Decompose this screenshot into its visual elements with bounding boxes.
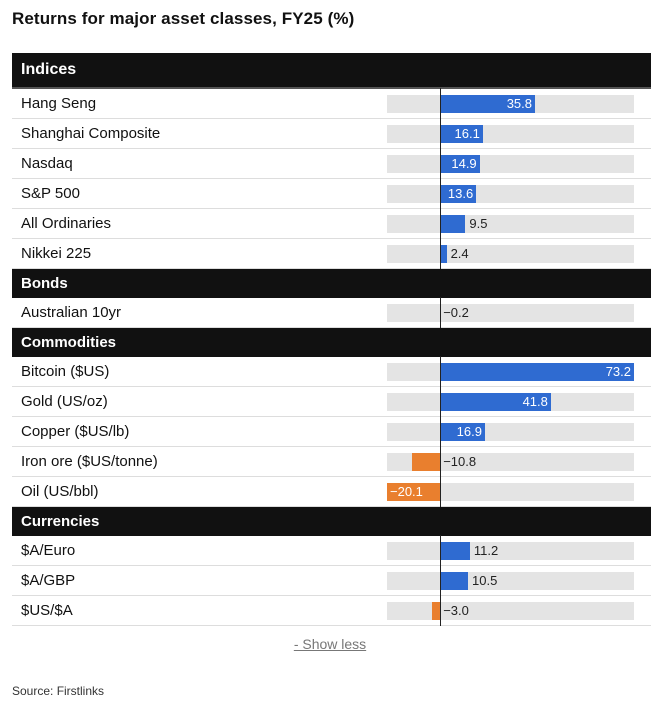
bar-track: 14.9 xyxy=(387,148,634,179)
bar xyxy=(440,572,468,590)
table-row: Bitcoin ($US) 73.2 xyxy=(12,356,651,387)
table-row: Australian 10yr −0.2 xyxy=(12,297,651,328)
row-label: Nikkei 225 xyxy=(21,245,92,262)
zero-axis xyxy=(440,416,442,447)
bar-track: 16.1 xyxy=(387,118,634,149)
group-header: Bonds xyxy=(12,269,651,298)
returns-table: Indices Hang Seng 35.8 Shanghai Composite 16… xyxy=(12,53,651,626)
row-label: Australian 10yr xyxy=(21,304,122,321)
row-label: Gold (US/oz) xyxy=(21,393,108,410)
bar xyxy=(411,453,441,471)
bar-track: 2.4 xyxy=(387,238,634,269)
zero-axis xyxy=(440,208,442,239)
value-label: 35.8 xyxy=(506,96,532,111)
bar xyxy=(440,215,466,233)
bar-track: −0.2 xyxy=(387,297,634,328)
bar-track: −20.1 xyxy=(387,476,634,507)
row-label: Copper ($US/lb) xyxy=(21,423,130,440)
group-header: Commodities xyxy=(12,328,651,357)
row-label: Hang Seng xyxy=(21,95,97,112)
bar xyxy=(440,185,477,203)
value-label: 16.9 xyxy=(456,424,482,439)
zero-axis xyxy=(440,476,442,507)
row-label: Shanghai Composite xyxy=(21,125,161,142)
value-label: 13.6 xyxy=(447,186,474,201)
bar-track: 11.2 xyxy=(387,535,634,566)
value-label: 9.5 xyxy=(469,216,488,231)
table-row: Oil (US/bbl) −20.1 xyxy=(12,476,651,507)
value-label: 2.4 xyxy=(450,246,469,261)
zero-axis xyxy=(440,356,442,387)
bar-track: −3.0 xyxy=(387,595,634,626)
table-row: Shanghai Composite 16.1 xyxy=(12,118,651,149)
zero-axis xyxy=(440,565,442,596)
bar xyxy=(440,423,485,441)
table-row: $A/GBP 10.5 xyxy=(12,565,651,596)
bar-track: 10.5 xyxy=(387,565,634,596)
bar-track: 13.6 xyxy=(387,178,634,209)
table-row: S&P 500 13.6 xyxy=(12,178,651,209)
zero-axis xyxy=(440,148,442,179)
row-label: $US/$A xyxy=(21,602,73,619)
bar xyxy=(440,155,480,173)
zero-axis xyxy=(440,386,442,417)
bar xyxy=(440,125,483,143)
value-label: 16.1 xyxy=(454,126,480,141)
source-note: Source: Firstlinks xyxy=(12,684,105,698)
table-row: Nasdaq 14.9 xyxy=(12,148,651,179)
bar-track: 9.5 xyxy=(387,208,634,239)
group-header: Indices xyxy=(12,53,651,89)
zero-axis xyxy=(440,446,442,477)
value-label: 10.5 xyxy=(472,573,498,588)
group-header: Currencies xyxy=(12,507,651,536)
value-label: −0.2 xyxy=(443,305,469,320)
row-label: Iron ore ($US/tonne) xyxy=(21,453,158,470)
bar-track: 16.9 xyxy=(387,416,634,447)
row-label: S&P 500 xyxy=(21,185,80,202)
row-label: $A/GBP xyxy=(21,572,76,589)
table-row: All Ordinaries 9.5 xyxy=(12,208,651,239)
table-row: $US/$A −3.0 xyxy=(12,595,651,626)
bar xyxy=(440,245,447,263)
bar-track: −10.8 xyxy=(387,446,634,477)
bar xyxy=(439,304,441,322)
bar xyxy=(440,542,470,560)
zero-axis xyxy=(440,297,442,328)
bar-track: 35.8 xyxy=(387,88,634,119)
show-less-link[interactable]: - Show less xyxy=(293,636,367,652)
bar xyxy=(440,95,535,113)
bar xyxy=(387,483,441,501)
table-row: Gold (US/oz) 41.8 xyxy=(12,386,651,417)
value-label: −3.0 xyxy=(443,603,469,618)
zero-axis xyxy=(440,595,442,626)
value-label: −20.1 xyxy=(390,484,423,499)
table-row: Hang Seng 35.8 xyxy=(12,88,651,119)
table-row: Iron ore ($US/tonne) −10.8 xyxy=(12,446,651,477)
bar-track: 73.2 xyxy=(387,356,634,387)
zero-axis xyxy=(440,238,442,269)
row-label: Nasdaq xyxy=(21,155,73,172)
chart-title: Returns for major asset classes, FY25 (%… xyxy=(12,9,355,28)
zero-axis xyxy=(440,118,442,149)
zero-axis xyxy=(440,178,442,209)
zero-axis xyxy=(440,535,442,566)
value-label: 11.2 xyxy=(473,543,499,558)
value-label: −10.8 xyxy=(443,454,477,469)
value-label: 14.9 xyxy=(451,156,477,171)
bar-track: 41.8 xyxy=(387,386,634,417)
zero-axis xyxy=(440,88,442,119)
value-label: 41.8 xyxy=(522,394,548,409)
table-row: Nikkei 225 2.4 xyxy=(12,238,651,269)
value-label: 73.2 xyxy=(605,364,631,379)
row-label: Oil (US/bbl) xyxy=(21,483,99,500)
row-label: All Ordinaries xyxy=(21,215,112,232)
row-label: Bitcoin ($US) xyxy=(21,363,110,380)
bar xyxy=(440,363,634,381)
table-row: Copper ($US/lb) 16.9 xyxy=(12,416,651,447)
bar xyxy=(440,393,551,411)
bar xyxy=(432,602,441,620)
row-label: $A/Euro xyxy=(21,542,76,559)
table-row: $A/Euro 11.2 xyxy=(12,535,651,566)
